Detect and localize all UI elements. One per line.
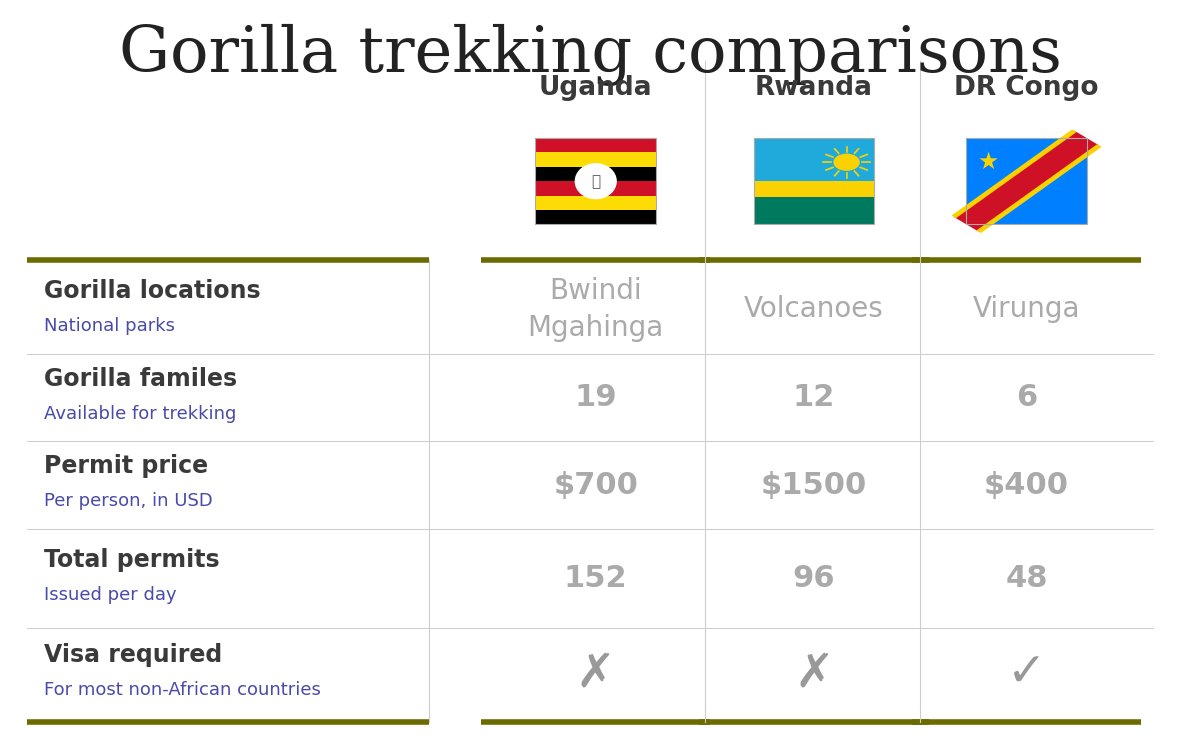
- Bar: [754, 138, 874, 181]
- Polygon shape: [953, 131, 1100, 232]
- Text: 19: 19: [575, 383, 617, 412]
- Circle shape: [833, 153, 860, 171]
- Text: Available for trekking: Available for trekking: [45, 405, 237, 423]
- Bar: [536, 167, 656, 181]
- Text: Virunga: Virunga: [972, 296, 1081, 323]
- Text: $700: $700: [553, 471, 638, 499]
- Text: Permit price: Permit price: [45, 454, 209, 478]
- Text: $1500: $1500: [761, 471, 867, 499]
- Bar: [754, 197, 874, 224]
- Text: 96: 96: [793, 564, 835, 593]
- Text: 12: 12: [793, 383, 835, 412]
- Text: National parks: National parks: [45, 317, 176, 335]
- Bar: [536, 153, 656, 167]
- Text: Bwindi
Mgahinga: Bwindi Mgahinga: [527, 277, 664, 341]
- Text: 48: 48: [1005, 564, 1048, 593]
- Text: Gorilla trekking comparisons: Gorilla trekking comparisons: [118, 24, 1062, 86]
- Bar: [754, 181, 874, 197]
- Text: DR Congo: DR Congo: [955, 74, 1099, 101]
- Bar: [536, 138, 656, 153]
- Text: For most non-African countries: For most non-African countries: [45, 681, 321, 699]
- Text: ★: ★: [977, 150, 998, 174]
- Text: Uganda: Uganda: [539, 74, 653, 101]
- Text: Volcanoes: Volcanoes: [745, 296, 884, 323]
- Text: ✓: ✓: [1007, 651, 1047, 696]
- Bar: [536, 181, 656, 196]
- Polygon shape: [951, 129, 1076, 218]
- Text: ✗: ✗: [794, 651, 834, 696]
- Text: Gorilla familes: Gorilla familes: [45, 367, 237, 390]
- Polygon shape: [977, 144, 1102, 233]
- Text: Gorilla locations: Gorilla locations: [45, 278, 261, 302]
- Bar: [966, 138, 1087, 224]
- Ellipse shape: [575, 163, 617, 199]
- Text: 152: 152: [564, 564, 628, 593]
- Bar: [754, 138, 874, 224]
- Text: $400: $400: [984, 471, 1069, 499]
- Text: ✗: ✗: [576, 651, 616, 696]
- Text: Visa required: Visa required: [45, 643, 223, 667]
- Text: Rwanda: Rwanda: [755, 74, 873, 101]
- Text: Per person, in USD: Per person, in USD: [45, 493, 214, 511]
- Bar: [536, 196, 656, 210]
- Text: Issued per day: Issued per day: [45, 586, 177, 604]
- Bar: [966, 138, 1087, 224]
- Text: 🦤: 🦤: [591, 174, 601, 189]
- Text: 6: 6: [1016, 383, 1037, 412]
- Bar: [536, 138, 656, 224]
- Text: Total permits: Total permits: [45, 548, 219, 572]
- Bar: [536, 210, 656, 224]
